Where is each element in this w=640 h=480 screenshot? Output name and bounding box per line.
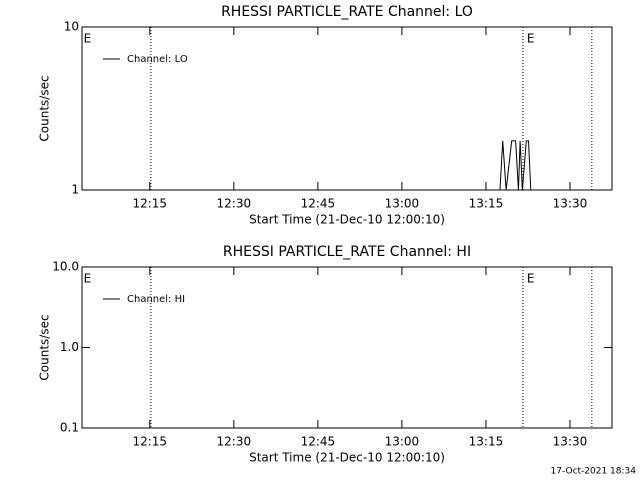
timestamp: 17-Oct-2021 18:34 — [551, 467, 637, 477]
flag-label: E — [84, 272, 92, 286]
y-tick-label: 1.0 — [60, 340, 79, 354]
y-tick-label: 1 — [71, 183, 79, 197]
y-axis-label: Counts/sec — [38, 75, 52, 141]
chart-title: RHESSI PARTICLE_RATE Channel: LO — [221, 4, 473, 20]
x-tick-label: 12:30 — [217, 197, 252, 211]
chart-title: RHESSI PARTICLE_RATE Channel: HI — [223, 244, 471, 260]
flag-label: E — [527, 272, 535, 286]
flag-label: E — [84, 32, 92, 46]
x-axis-label: Start Time (21-Dec-10 12:00:10) — [249, 451, 445, 465]
y-tick-label: 0.1 — [60, 421, 79, 435]
x-tick-label: 13:15 — [469, 197, 504, 211]
x-tick-label: 12:15 — [132, 435, 167, 449]
data-line — [499, 140, 532, 191]
x-tick-label: 13:30 — [553, 435, 588, 449]
plot-frame — [81, 26, 613, 191]
x-tick-label: 13:00 — [385, 197, 420, 211]
x-tick-label: 13:30 — [553, 197, 588, 211]
x-tick-label: 12:45 — [301, 197, 336, 211]
x-axis-label: Start Time (21-Dec-10 12:00:10) — [249, 213, 445, 227]
legend-label: Channel: LO — [127, 54, 188, 65]
legend-label: Channel: HI — [127, 294, 185, 305]
plot-frame — [81, 266, 613, 429]
y-tick-label: 10.0 — [52, 260, 79, 274]
y-axis-label: Counts/sec — [38, 314, 52, 380]
x-tick-label: 12:15 — [132, 197, 167, 211]
flag-label: E — [527, 32, 535, 46]
x-tick-label: 13:00 — [385, 435, 420, 449]
y-tick-label: 10 — [64, 20, 79, 34]
x-tick-label: 13:15 — [469, 435, 504, 449]
x-tick-label: 12:30 — [217, 435, 252, 449]
x-tick-label: 12:45 — [301, 435, 336, 449]
